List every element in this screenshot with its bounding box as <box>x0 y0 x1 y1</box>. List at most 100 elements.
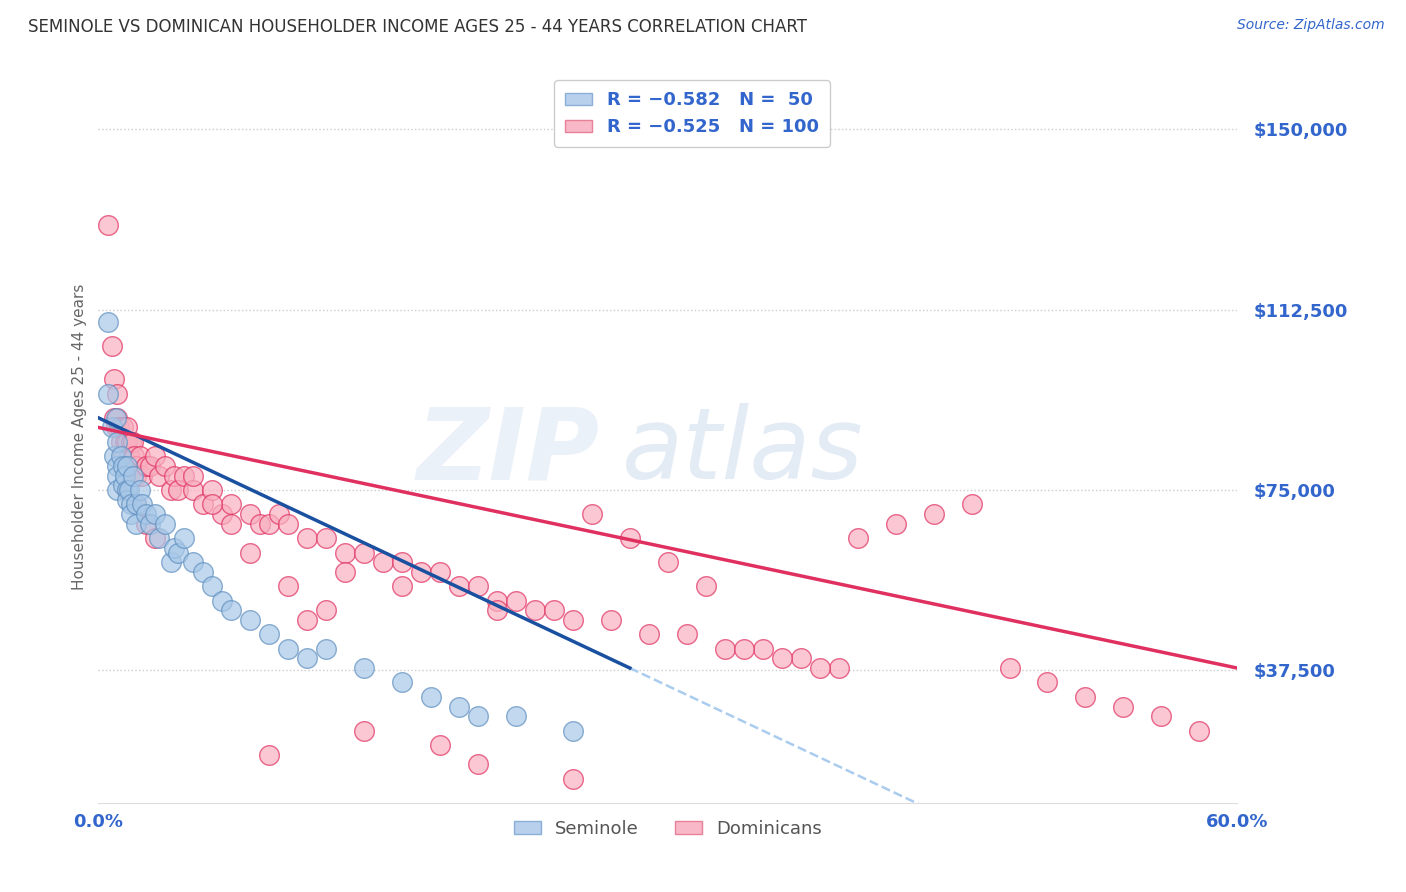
Point <box>960 498 983 512</box>
Point <box>619 531 641 545</box>
Point <box>97 315 120 329</box>
Point <box>201 498 224 512</box>
Point <box>297 531 319 545</box>
Point <box>1074 690 1097 704</box>
Point <box>1036 675 1059 690</box>
Point <box>259 516 281 531</box>
Point <box>135 516 157 531</box>
Point <box>998 661 1021 675</box>
Point <box>183 555 205 569</box>
Point <box>104 410 127 425</box>
Point <box>148 531 170 545</box>
Text: SEMINOLE VS DOMINICAN HOUSEHOLDER INCOME AGES 25 - 44 YEARS CORRELATION CHART: SEMINOLE VS DOMINICAN HOUSEHOLDER INCOME… <box>28 18 807 36</box>
Point <box>1150 709 1173 723</box>
Point <box>112 450 135 464</box>
Point <box>97 219 120 233</box>
Point <box>315 603 337 617</box>
Point <box>277 641 299 656</box>
Point <box>114 468 136 483</box>
Legend: Seminole, Dominicans: Seminole, Dominicans <box>506 813 830 845</box>
Point <box>249 516 271 531</box>
Point <box>808 661 831 675</box>
Point <box>115 420 138 434</box>
Point <box>733 641 755 656</box>
Point <box>138 516 160 531</box>
Point <box>173 468 195 483</box>
Point <box>103 410 125 425</box>
Point <box>846 531 869 545</box>
Point <box>353 661 375 675</box>
Point <box>120 434 142 449</box>
Point <box>107 386 129 401</box>
Point <box>419 690 441 704</box>
Point <box>145 531 167 545</box>
Point <box>752 641 775 656</box>
Point <box>449 699 471 714</box>
Point <box>153 458 176 473</box>
Point <box>138 458 160 473</box>
Point <box>411 565 433 579</box>
Point <box>125 516 148 531</box>
Point <box>315 641 337 656</box>
Point <box>657 555 679 569</box>
Point <box>145 507 167 521</box>
Point <box>391 579 413 593</box>
Point <box>115 458 138 473</box>
Point <box>676 627 699 641</box>
Point <box>562 723 585 738</box>
Point <box>110 434 132 449</box>
Point <box>884 516 907 531</box>
Point <box>486 603 509 617</box>
Point <box>135 507 157 521</box>
Point <box>115 483 138 497</box>
Point <box>167 483 190 497</box>
Point <box>100 420 122 434</box>
Point <box>259 627 281 641</box>
Point <box>148 468 170 483</box>
Point <box>121 434 143 449</box>
Point <box>371 555 394 569</box>
Point <box>153 516 176 531</box>
Point <box>124 450 146 464</box>
Point <box>467 709 489 723</box>
Point <box>103 450 125 464</box>
Point <box>221 516 243 531</box>
Point <box>467 579 489 593</box>
Point <box>112 478 135 492</box>
Point <box>391 555 413 569</box>
Point <box>125 498 148 512</box>
Point <box>159 483 181 497</box>
Point <box>120 458 142 473</box>
Text: atlas: atlas <box>623 403 863 500</box>
Point <box>695 579 717 593</box>
Point <box>429 738 451 752</box>
Point <box>562 613 585 627</box>
Point <box>201 483 224 497</box>
Point <box>107 410 129 425</box>
Point <box>315 531 337 545</box>
Point <box>277 516 299 531</box>
Point <box>429 565 451 579</box>
Point <box>131 468 153 483</box>
Point <box>449 579 471 593</box>
Point <box>118 483 141 497</box>
Point <box>97 386 120 401</box>
Point <box>505 709 527 723</box>
Point <box>391 675 413 690</box>
Point <box>581 507 603 521</box>
Point <box>163 541 186 555</box>
Point <box>104 420 127 434</box>
Point <box>267 507 290 521</box>
Point <box>297 651 319 665</box>
Point <box>108 420 131 434</box>
Point <box>107 468 129 483</box>
Point <box>183 483 205 497</box>
Point <box>790 651 813 665</box>
Point <box>486 593 509 607</box>
Point <box>110 450 132 464</box>
Point <box>191 498 214 512</box>
Point <box>163 468 186 483</box>
Point <box>145 450 167 464</box>
Point <box>167 545 190 559</box>
Point <box>297 613 319 627</box>
